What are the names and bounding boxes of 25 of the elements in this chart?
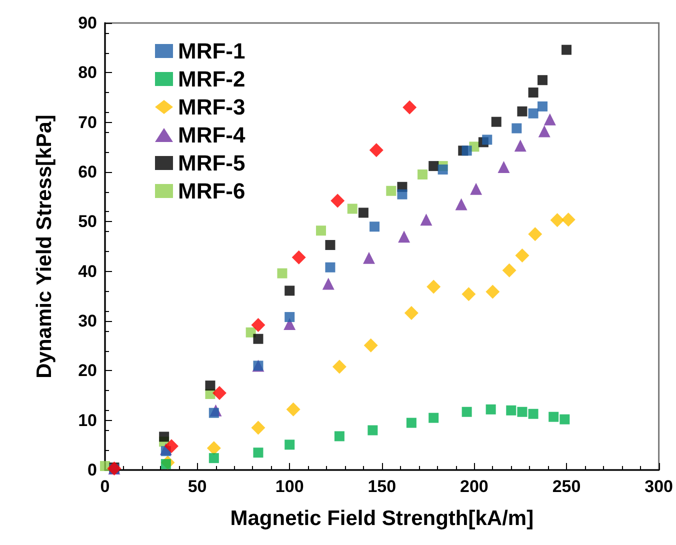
y-tick-label: 60 [78, 162, 97, 182]
x-tick-label: 300 [644, 477, 674, 496]
x-axis-title: Magnetic Field Strength[kA/m] [230, 507, 534, 530]
x-tick-label: 200 [460, 477, 488, 496]
x-tick-label: 100 [275, 477, 304, 496]
x-tick-label: 250 [552, 477, 581, 496]
y-axis-title: Dynamic Yield Stress[kPa] [33, 114, 56, 378]
legend-label: MRF-4 [178, 122, 246, 148]
y-tick-label: 40 [78, 262, 97, 281]
y-tick-label: 30 [78, 312, 97, 330]
y-tick-label: 70 [78, 112, 97, 132]
y-tick-label: 10 [78, 410, 97, 430]
legend-label: MRF-1 [178, 38, 246, 64]
y-tick-label: 0 [88, 460, 97, 480]
legend-label: MRF-2 [178, 66, 246, 92]
x-tick-label: 50 [188, 477, 207, 496]
y-tick-label: 50 [78, 212, 97, 232]
legend-label: MRF-5 [178, 150, 246, 176]
y-tick-label: 20 [78, 361, 97, 380]
x-tick-label: 150 [368, 477, 396, 496]
x-tick-label: 0 [100, 477, 110, 496]
legend-label: MRF-6 [178, 178, 246, 204]
legend-label: MRF-3 [178, 94, 246, 120]
y-tick-label: 80 [78, 63, 97, 82]
y-tick-label: 90 [78, 14, 97, 32]
